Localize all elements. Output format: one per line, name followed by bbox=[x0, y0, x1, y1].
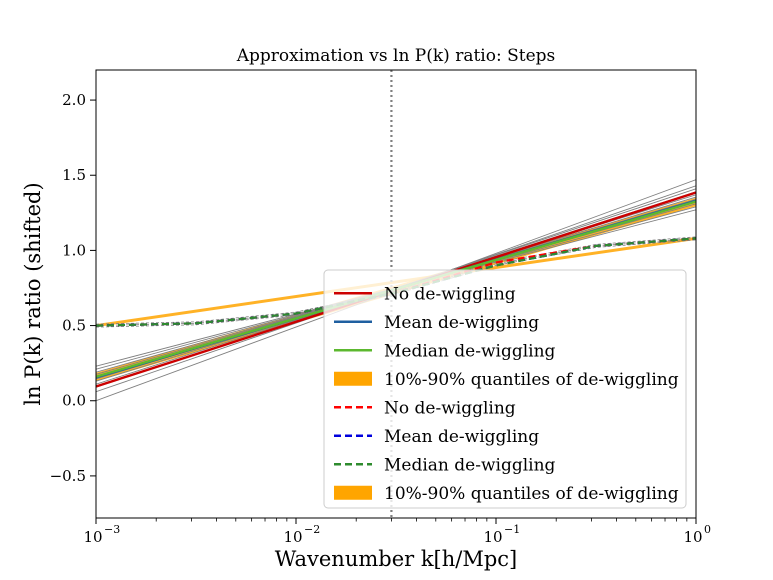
x-tick-exponent-3: 0 bbox=[704, 523, 711, 536]
legend-box bbox=[323, 269, 687, 509]
legend-swatch-7 bbox=[334, 485, 372, 500]
y-tick-label-1: 0.0 bbox=[62, 392, 86, 410]
legend-label-5: Mean de-wiggling bbox=[384, 427, 539, 447]
legend-swatch-3 bbox=[334, 371, 372, 386]
x-tick-label-2: 10 bbox=[483, 528, 502, 546]
y-tick-label-5: 2.0 bbox=[62, 91, 86, 109]
plot-frame bbox=[95, 69, 697, 519]
y-axis: −0.5 0.0 0.5 1.0 1.5 2.0 bbox=[50, 91, 96, 485]
legend-label-2: Median de-wiggling bbox=[384, 341, 556, 361]
x-tick-exponent-2: −1 bbox=[504, 523, 520, 536]
chart-title: Approximation vs ln P(k) ratio: Steps bbox=[236, 46, 556, 66]
x-tick-label-3: 10 bbox=[683, 528, 702, 546]
legend: No de-wiggling Mean de-wiggling Median de-… bbox=[323, 269, 687, 509]
legend-label-1: Mean de-wiggling bbox=[384, 313, 539, 333]
x-tick-exponent-0: −3 bbox=[104, 523, 120, 536]
x-axis-title: Wavenumber k[h/Mpc] bbox=[275, 547, 518, 571]
x-tick-exponent-1: −2 bbox=[304, 523, 320, 536]
legend-label-4: No de-wiggling bbox=[384, 398, 516, 418]
legend-label-3: 10%-90% quantiles of de-wiggling bbox=[384, 370, 679, 390]
legend-label-6: Median de-wiggling bbox=[384, 455, 556, 475]
x-axis: 10 −3 10 −2 10 −1 10 0 bbox=[83, 518, 711, 546]
legend-label-7: 10%-90% quantiles of de-wiggling bbox=[384, 484, 679, 504]
legend-label-0: No de-wiggling bbox=[384, 284, 516, 304]
x-tick-label-1: 10 bbox=[283, 528, 302, 546]
y-tick-label-0: −0.5 bbox=[50, 467, 86, 485]
y-tick-label-3: 1.0 bbox=[62, 241, 86, 259]
y-tick-label-2: 0.5 bbox=[62, 317, 86, 335]
y-axis-title: ln P(k) ratio (shifted) bbox=[21, 182, 45, 405]
y-tick-label-4: 1.5 bbox=[62, 166, 86, 184]
x-tick-label-0: 10 bbox=[83, 528, 102, 546]
